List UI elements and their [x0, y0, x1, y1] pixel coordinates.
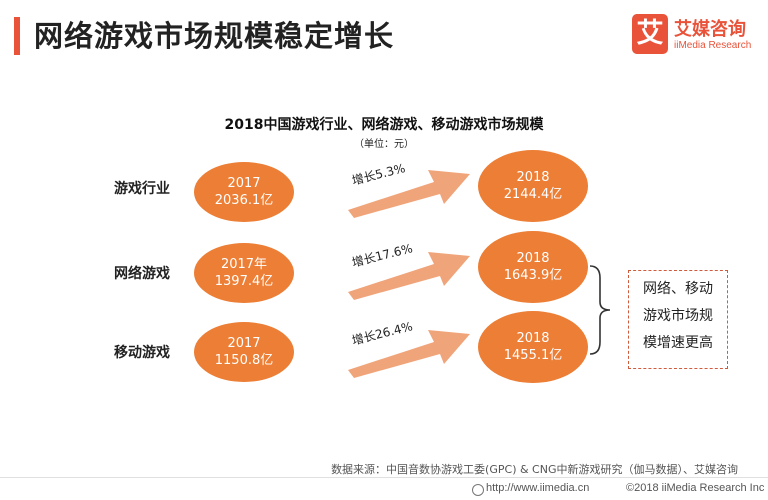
bubble-value: 2036.1亿 — [214, 193, 274, 208]
bubble-year: 2018 — [516, 251, 550, 266]
bubble-2018: 2018 1643.9亿 — [478, 231, 588, 303]
chart-unit: （单位：元） — [354, 139, 414, 150]
row-label: 游戏行业 — [114, 181, 170, 197]
row-label: 网络游戏 — [114, 266, 170, 282]
conclusion-note: 网络、移动 游戏市场规 模增速更高 — [628, 270, 728, 369]
chart-title: 2018中国游戏行业、网络游戏、移动游戏市场规模 — [224, 117, 544, 133]
iimedia-logo: 艾 艾媒咨询 iiMedia Research — [632, 14, 758, 60]
footer-copyright: ©2018 iiMedia Research Inc — [626, 482, 765, 494]
bubble-year: 2018 — [516, 170, 550, 185]
globe-icon — [472, 484, 484, 496]
bubble-2018: 2018 1455.1亿 — [478, 311, 588, 383]
bubble-value: 1397.4亿 — [214, 274, 274, 289]
bubble-2017: 2017 1150.8亿 — [194, 322, 294, 382]
page-title: 网络游戏市场规模稳定增长 — [34, 19, 395, 53]
bubble-year: 2017 — [227, 176, 261, 191]
data-source: 数据来源：中国音数协游戏工委(GPC) & CNG中新游戏研究（伽马数据）、艾媒… — [331, 463, 738, 476]
logo-name: 艾媒咨询 — [674, 19, 746, 40]
bubble-2017: 2017 2036.1亿 — [194, 162, 294, 222]
bubble-value: 1643.9亿 — [503, 268, 563, 283]
bubble-value: 1455.1亿 — [503, 348, 563, 363]
bubble-year: 2018 — [516, 331, 550, 346]
logo-subtitle: iiMedia Research — [674, 40, 752, 51]
note-line: 网络、移动 — [643, 281, 713, 297]
growth-arrow — [348, 330, 470, 378]
footer: http://www.iimedia.cn ©2018 iiMedia Rese… — [0, 477, 768, 500]
bubble-value: 1150.8亿 — [214, 353, 274, 368]
growth-arrow — [348, 170, 470, 218]
bubble-value: 2144.4亿 — [503, 187, 563, 202]
footer-site-link[interactable]: http://www.iimedia.cn — [486, 482, 590, 494]
logo-mark: 艾 — [632, 14, 668, 54]
bubble-2017: 2017年 1397.4亿 — [194, 243, 294, 303]
row-label: 移动游戏 — [114, 345, 170, 361]
bubble-2018: 2018 2144.4亿 — [478, 150, 588, 222]
note-line: 模增速更高 — [643, 335, 713, 351]
bubble-year: 2017 — [227, 336, 261, 351]
bracket — [589, 265, 611, 355]
title-accent-bar — [14, 17, 20, 55]
note-line: 游戏市场规 — [643, 308, 713, 324]
growth-arrow — [348, 252, 470, 300]
bubble-year: 2017年 — [220, 257, 268, 272]
